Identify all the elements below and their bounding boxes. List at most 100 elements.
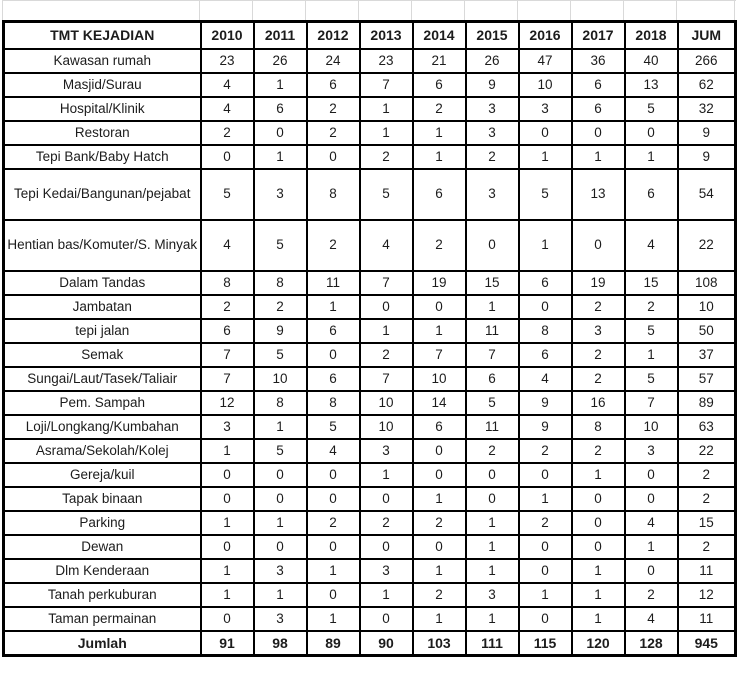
- cell-value: 2: [517, 509, 573, 536]
- cell-value: 1: [411, 605, 467, 632]
- cell-value: 0: [411, 437, 467, 464]
- cell-value: 2: [305, 95, 361, 122]
- cell-value: 0: [252, 119, 308, 146]
- cell-value: 8: [570, 413, 626, 440]
- cell-value: 6: [570, 95, 626, 122]
- cell-value: 1: [623, 533, 679, 560]
- cell-value: 7: [358, 71, 414, 98]
- column-header: 2015: [464, 20, 520, 50]
- cell-value: 4: [623, 218, 679, 272]
- cell-value: 8: [252, 269, 308, 296]
- cell-value: 0: [358, 533, 414, 560]
- cell-value: 10: [358, 389, 414, 416]
- row-label: Taman permainan: [2, 605, 202, 632]
- gridline-stub: [305, 1, 306, 20]
- table-row: Semak 7 5 0 2 7 7 6 2 1 37: [2, 341, 737, 368]
- cell-value: 1: [411, 119, 467, 146]
- cell-value: 1: [464, 557, 520, 584]
- cell-value: 0: [199, 143, 255, 170]
- cell-value: 36: [570, 47, 626, 74]
- cell-value: 5: [623, 365, 679, 392]
- cell-value: 3: [623, 437, 679, 464]
- cell-value: 0: [623, 485, 679, 512]
- cell-value: 1: [464, 605, 520, 632]
- cell-value: 5: [464, 389, 520, 416]
- row-total: 89: [676, 389, 737, 416]
- cell-value: 1: [358, 581, 414, 608]
- cell-value: 1: [570, 461, 626, 488]
- table-row: Taman permainan 0 3 1 0 1 1 0 1 4 11: [2, 605, 737, 632]
- cell-value: 0: [464, 218, 520, 272]
- cell-value: 2: [570, 293, 626, 320]
- cell-value: 5: [623, 317, 679, 344]
- cell-value: 2: [623, 581, 679, 608]
- cell-value: 0: [358, 485, 414, 512]
- cell-value: 2: [464, 437, 520, 464]
- cell-value: 0: [358, 293, 414, 320]
- gridline-stub: [2, 1, 3, 20]
- row-label: Dlm Kenderaan: [2, 557, 202, 584]
- row-label: Masjid/Surau: [2, 71, 202, 98]
- cell-value: 5: [623, 95, 679, 122]
- cell-value: 3: [252, 605, 308, 632]
- cell-value: 0: [199, 605, 255, 632]
- cell-value: 2: [411, 95, 467, 122]
- cell-value: 9: [252, 317, 308, 344]
- row-total: 50: [676, 317, 737, 344]
- column-header: 2014: [411, 20, 467, 50]
- row-label: Tapak binaan: [2, 485, 202, 512]
- table-row: Tepi Bank/Baby Hatch 0 1 0 2 1 2 1 1 1 9: [2, 143, 737, 170]
- row-total: 2: [676, 533, 737, 560]
- cell-value: 0: [252, 485, 308, 512]
- cell-value: 1: [252, 581, 308, 608]
- table-row: Sungai/Laut/Tasek/Taliair 7 10 6 7 10 6 4 2 5 57: [2, 365, 737, 392]
- cell-value: 1: [411, 317, 467, 344]
- cell-value: 4: [358, 218, 414, 272]
- row-total: 11: [676, 557, 737, 584]
- column-header: JUM: [676, 20, 737, 50]
- cell-value: 0: [411, 461, 467, 488]
- cell-value: 3: [358, 557, 414, 584]
- cell-value: 0: [252, 533, 308, 560]
- cell-value: 0: [305, 341, 361, 368]
- cell-value: 1: [464, 533, 520, 560]
- cell-value: 0: [623, 557, 679, 584]
- row-total: 2: [676, 461, 737, 488]
- column-header: 2012: [305, 20, 361, 50]
- table-row: Dewan 0 0 0 0 0 1 0 0 1 2: [2, 533, 737, 560]
- totals-row: Jumlah 91 98 89 90 103 111 115 120 128 945: [2, 629, 737, 657]
- cell-value: 8: [517, 317, 573, 344]
- table-footer: Jumlah 91 98 89 90 103 111 115 120 128 945: [2, 629, 737, 657]
- gridline-stub: [517, 1, 518, 20]
- column-header: 2013: [358, 20, 414, 50]
- cell-value: 21: [411, 47, 467, 74]
- cell-value: 2: [623, 293, 679, 320]
- cell-value: 0: [517, 533, 573, 560]
- totals-value: 91: [199, 629, 255, 657]
- table-body: Kawasan rumah 23 26 24 23 21 26 47 36 40 266 Masjid…: [2, 47, 737, 632]
- cell-value: 1: [411, 485, 467, 512]
- table-header: TMT KEJADIAN 2010 2011 2012 2013 2014 2015 2016…: [2, 20, 737, 50]
- cell-value: 3: [464, 167, 520, 221]
- cell-value: 0: [305, 581, 361, 608]
- cell-value: 1: [623, 143, 679, 170]
- table-row: Dalam Tandas 8 8 11 7 19 15 6 19 15 108: [2, 269, 737, 296]
- cell-value: 1: [199, 581, 255, 608]
- cell-value: 0: [199, 485, 255, 512]
- cell-value: 7: [411, 341, 467, 368]
- cell-value: 26: [252, 47, 308, 74]
- cell-value: 6: [464, 365, 520, 392]
- cell-value: 1: [358, 317, 414, 344]
- cell-value: 4: [305, 437, 361, 464]
- cell-value: 6: [305, 365, 361, 392]
- cell-value: 4: [517, 365, 573, 392]
- row-total: 37: [676, 341, 737, 368]
- cell-value: 15: [464, 269, 520, 296]
- column-header: 2010: [199, 20, 255, 50]
- table-row: Hentian bas/Komuter/S. Minyak 4 5 2 4 2 0 1 0 4 22: [2, 218, 737, 272]
- cell-value: 2: [570, 341, 626, 368]
- cell-value: 1: [411, 143, 467, 170]
- cell-value: 0: [570, 533, 626, 560]
- row-total: 266: [676, 47, 737, 74]
- row-label: Hentian bas/Komuter/S. Minyak: [2, 218, 202, 272]
